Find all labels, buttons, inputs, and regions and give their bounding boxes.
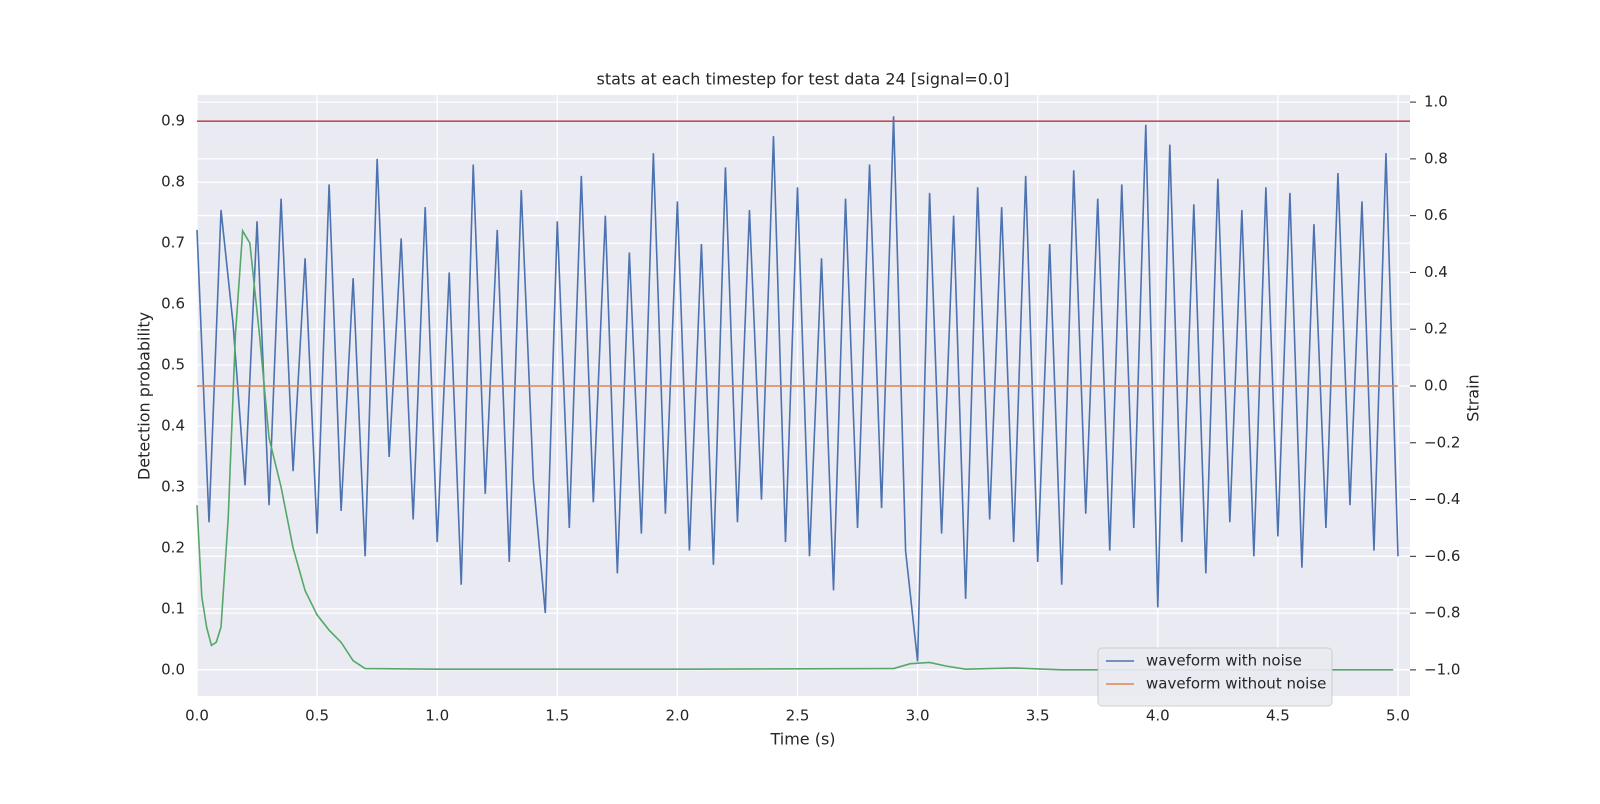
legend-label: waveform without noise: [1146, 675, 1326, 693]
x-tick-label: 0.0: [185, 707, 209, 725]
series-line: [196, 228, 1394, 671]
x-axis-label: Time (s): [769, 730, 835, 749]
series-line: [196, 116, 1399, 662]
grid: [196, 95, 1410, 696]
x-tick-label: 0.5: [305, 707, 329, 725]
y2-tick-label: 0.6: [1424, 206, 1448, 224]
y2-tick-label: 0.4: [1424, 263, 1448, 281]
y2-tick-label: −1.0: [1424, 660, 1460, 678]
y-tick-label: 0.8: [161, 173, 185, 191]
x-tick-label: 2.0: [665, 707, 689, 725]
y-tick-label: 0.3: [161, 477, 185, 495]
marks: [196, 116, 1410, 671]
x-tick-label: 1.0: [425, 707, 449, 725]
legend-label: waveform with noise: [1146, 652, 1302, 670]
y-tick-label: 0.5: [161, 356, 185, 374]
y-tick-label: 0.9: [161, 112, 185, 130]
y2-tick-label: −0.2: [1424, 433, 1460, 451]
x-tick-label: 4.0: [1146, 707, 1170, 725]
y2-tick-label: −0.6: [1424, 547, 1460, 565]
y-axis-label: Detection probability: [135, 312, 154, 480]
y2-axis-label: Strain: [1464, 374, 1483, 421]
legend-box: [1097, 647, 1333, 707]
y-tick-label: 0.0: [161, 660, 185, 678]
y2-tick-label: 1.0: [1424, 93, 1448, 111]
x-tick-label: 2.5: [786, 707, 810, 725]
x-tick-label: 5.0: [1386, 707, 1410, 725]
legend: waveform with noise waveform without nois…: [1097, 647, 1333, 707]
y-tick-label: 0.4: [161, 416, 185, 434]
x-tick-label: 3.5: [1026, 707, 1050, 725]
y-tick-label: 0.7: [161, 234, 185, 252]
y2-tick-label: −0.4: [1424, 490, 1460, 508]
y-tick-label: 0.2: [161, 538, 185, 556]
chart-title: stats at each timestep for test data 24 …: [597, 70, 1010, 89]
x-tick-label: 3.0: [906, 707, 930, 725]
x-tick-label: 4.5: [1266, 707, 1290, 725]
x-tick-label: 1.5: [545, 707, 569, 725]
y2-tick-label: −0.8: [1424, 604, 1460, 622]
y-tick-label: 0.1: [161, 599, 185, 617]
y2-tick-label: 0.8: [1424, 149, 1448, 167]
y2-tick-label: 0.0: [1424, 376, 1448, 394]
y-tick-label: 0.6: [161, 295, 185, 313]
y2-tick-label: 0.2: [1424, 320, 1448, 338]
